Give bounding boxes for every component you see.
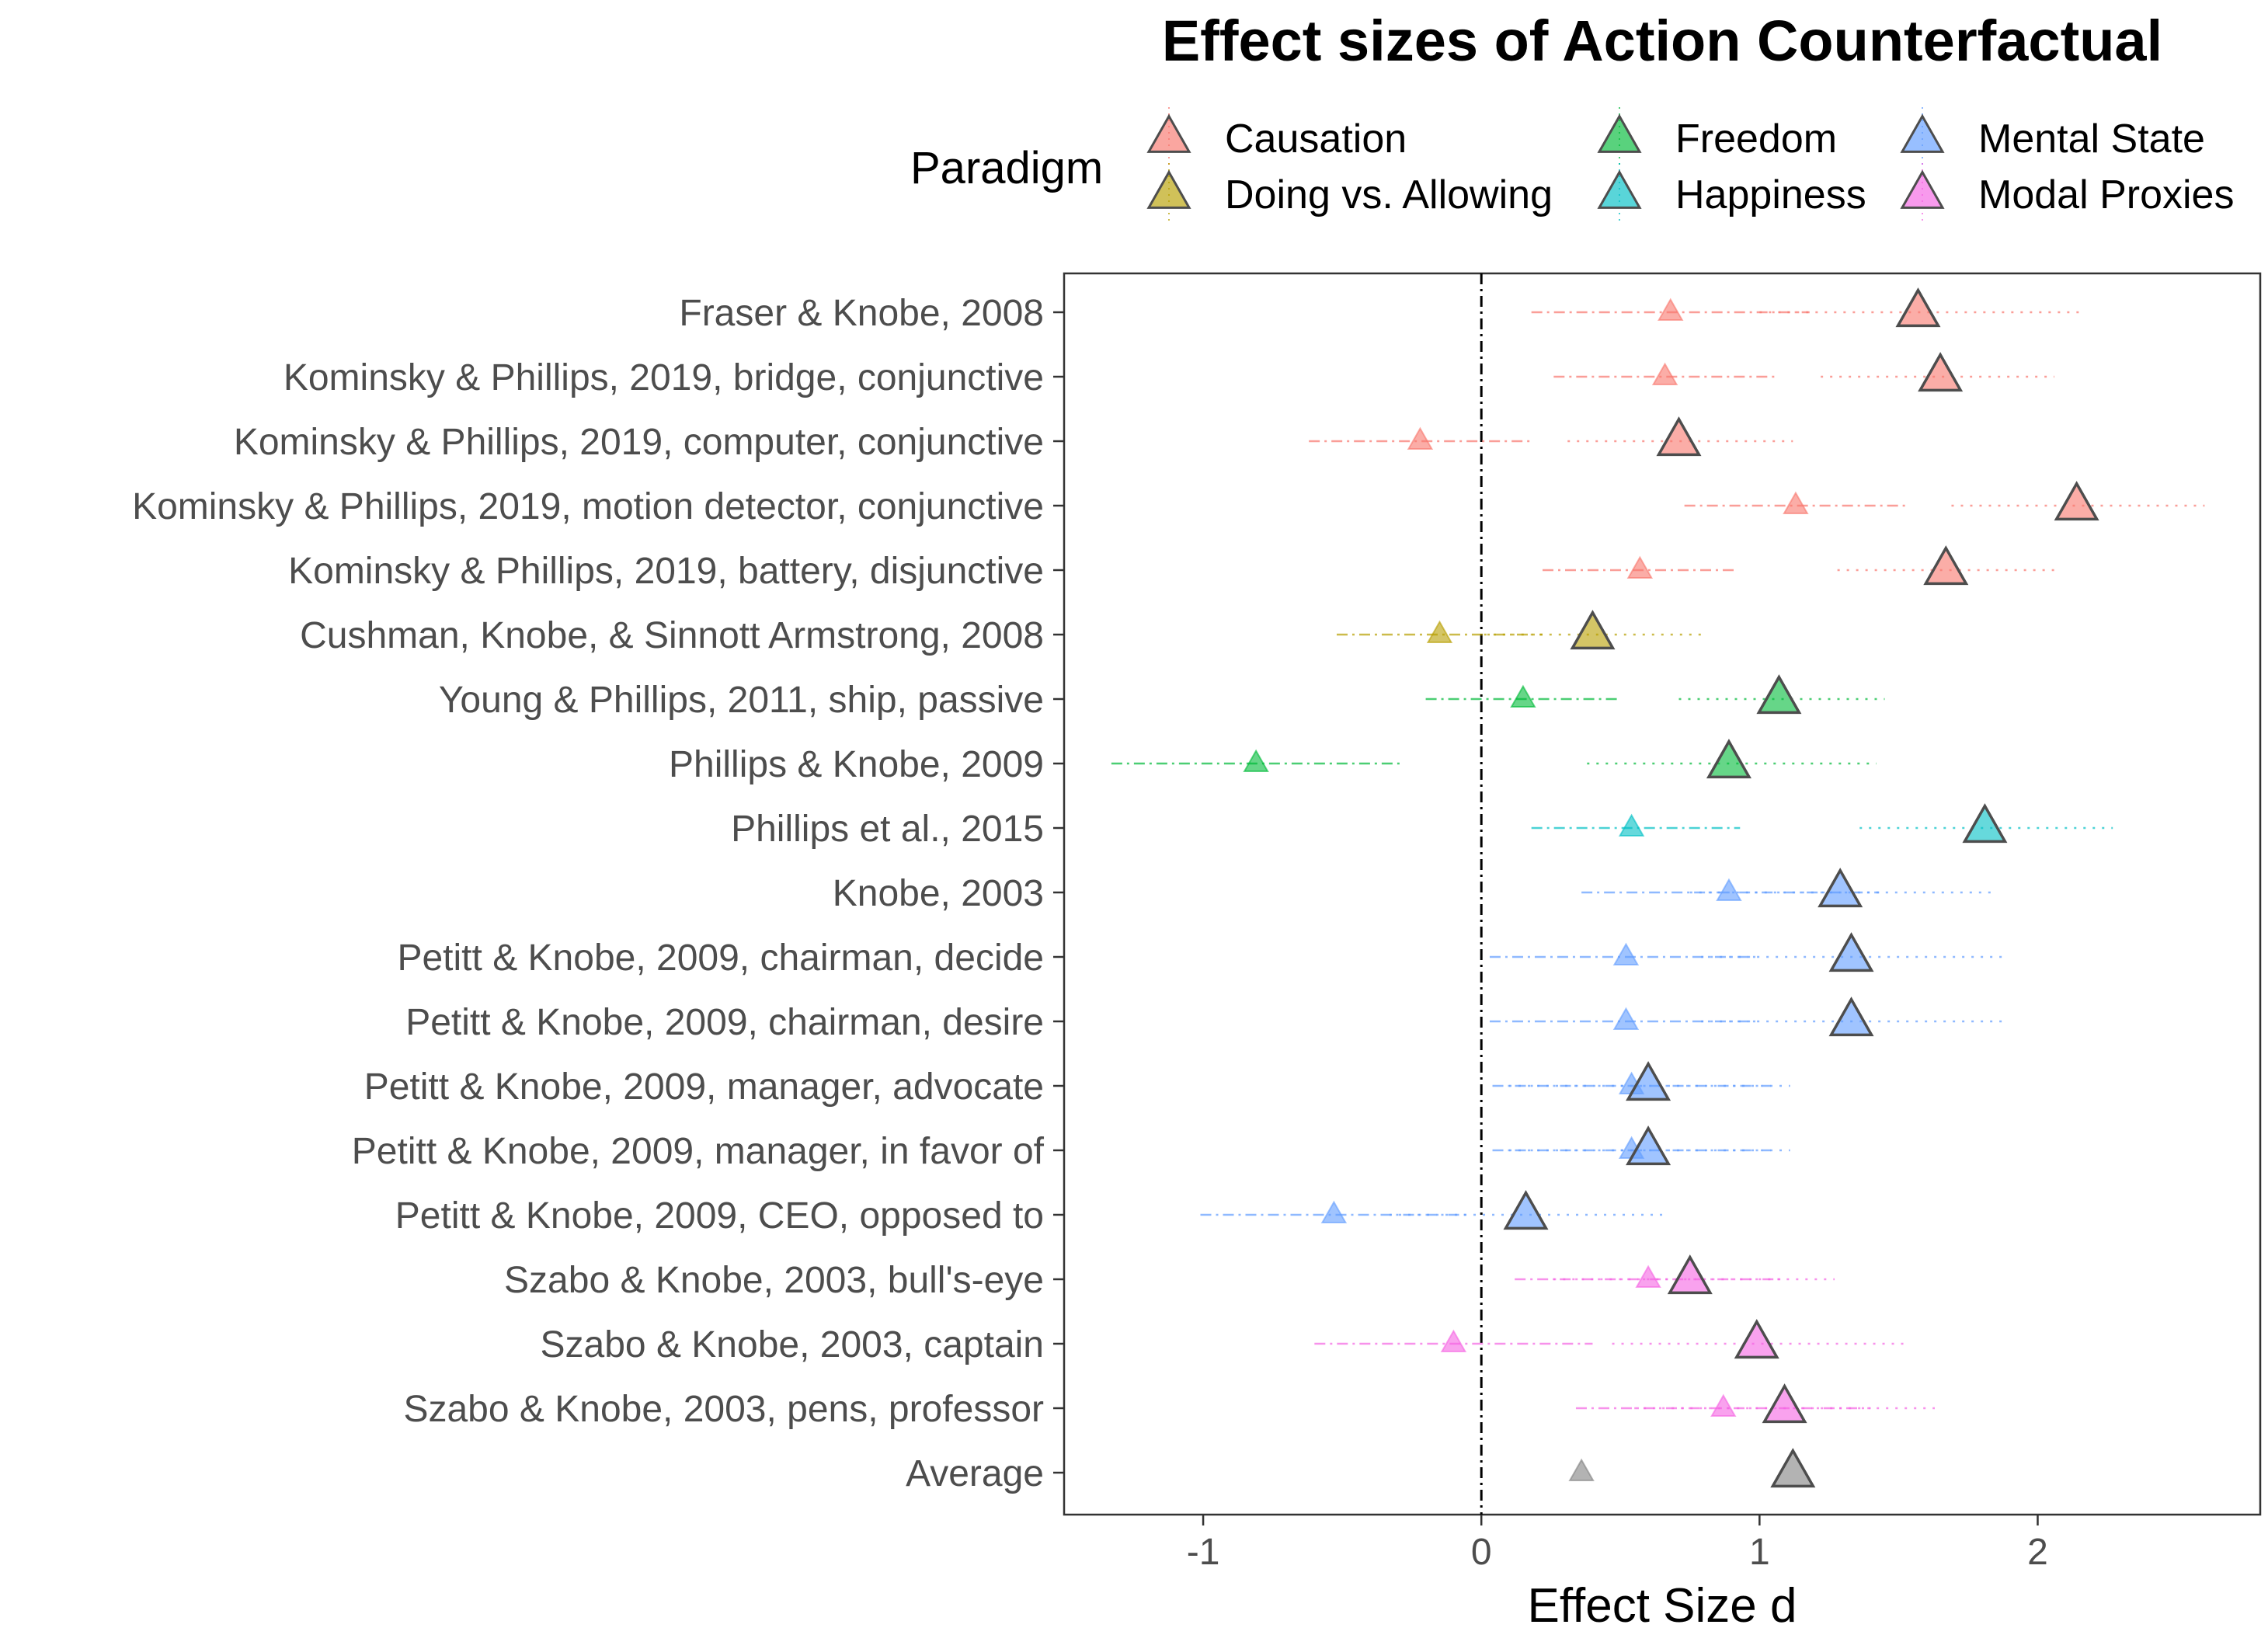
x-tick-label: 1 <box>1749 1532 1770 1573</box>
point-large <box>1895 287 1941 328</box>
y-tick-label: Kominsky & Phillips, 2019, computer, con… <box>234 422 1044 463</box>
y-tick-label: Petitt & Knobe, 2009, chairman, desire <box>405 1002 1044 1043</box>
y-tick-label: Petitt & Knobe, 2009, chairman, decide <box>397 938 1044 979</box>
x-tick-label: 0 <box>1471 1532 1492 1573</box>
point-small <box>1320 1200 1348 1224</box>
y-tick-label: Szabo & Knobe, 2003, bull's-eye <box>504 1260 1044 1301</box>
point-large <box>1923 545 1969 586</box>
point-small <box>1658 297 1684 322</box>
y-tick-label: Kominsky & Phillips, 2019, battery, disj… <box>288 551 1044 592</box>
legend-key-triangle <box>1900 169 1945 209</box>
plot-layer: -1 0 1 2 Fraser & Knobe, 2008 Kominsky & Phil… <box>132 273 2205 1573</box>
legend: Causation Doing vs. Allowing Freedom Happin… <box>1146 107 2234 225</box>
point-large <box>1918 352 1964 392</box>
point-small <box>1783 491 1809 515</box>
point-large <box>1818 868 1863 908</box>
legend-label: Causation <box>1225 117 1407 162</box>
point-large <box>1570 610 1616 650</box>
legend-label: Modal Proxies <box>1978 172 2234 217</box>
legend-key-triangle <box>1146 113 1191 153</box>
point-small <box>1612 1007 1640 1031</box>
chart-title: Effect sizes of Action Counterfactual <box>1162 9 2162 73</box>
point-small <box>1626 555 1654 579</box>
point-large <box>1962 803 2008 844</box>
point-small <box>1568 1458 1595 1482</box>
y-tick-label: Cushman, Knobe, & Sinnott Armstrong, 200… <box>300 615 1044 656</box>
legend-key-triangle <box>1146 169 1191 209</box>
y-tick-label: Petitt & Knobe, 2009, manager, advocate <box>364 1066 1044 1108</box>
point-large <box>1828 997 1874 1037</box>
point-large <box>1734 1319 1779 1359</box>
y-tick-label: Szabo & Knobe, 2003, captain <box>541 1324 1045 1365</box>
y-tick-label: Szabo & Knobe, 2003, pens, professor <box>403 1389 1044 1430</box>
point-large <box>1828 932 1874 972</box>
point-large <box>1667 1254 1713 1295</box>
y-tick-label: Knobe, 2003 <box>833 873 1044 914</box>
legend-label: Happiness <box>1675 172 1866 217</box>
y-tick-label: Phillips & Knobe, 2009 <box>669 744 1044 785</box>
point-large <box>2054 481 2099 521</box>
point-small <box>1510 684 1536 708</box>
legend-label: Mental State <box>1978 117 2205 162</box>
point-large <box>1706 739 1751 779</box>
point-small <box>1243 749 1269 773</box>
point-large <box>1656 416 1702 457</box>
point-small <box>1407 426 1434 450</box>
legend-key-triangle <box>1900 113 1945 153</box>
legend-label: Freedom <box>1675 117 1837 162</box>
y-tick-label: Petitt & Knobe, 2009, manager, in favor … <box>352 1131 1045 1172</box>
legend-label: Doing vs. Allowing <box>1225 172 1553 217</box>
point-large <box>1756 674 1802 715</box>
point-large <box>1626 1061 1671 1101</box>
x-tick-label: 2 <box>2027 1532 2048 1573</box>
plot-panel <box>1063 272 2262 1516</box>
y-tick-label: Young & Phillips, 2011, ship, passive <box>439 680 1044 721</box>
legend-title: Paradigm <box>910 143 1103 193</box>
y-tick-label: Phillips et al., 2015 <box>731 809 1044 850</box>
point-small <box>1440 1329 1467 1353</box>
point-large <box>1762 1383 1807 1424</box>
y-tick-label: Fraser & Knobe, 2008 <box>679 293 1044 334</box>
point-small <box>1710 1393 1737 1418</box>
y-tick-label: Kominsky & Phillips, 2019, bridge, conju… <box>284 357 1044 398</box>
point-small <box>1635 1265 1661 1289</box>
x-axis-label: Effect Size d <box>1528 1579 1797 1631</box>
point-small <box>1426 620 1453 644</box>
legend-key-triangle <box>1597 169 1642 209</box>
legend-key-triangle <box>1597 113 1642 153</box>
y-tick-label: Petitt & Knobe, 2009, CEO, opposed to <box>395 1195 1044 1237</box>
point-small <box>1618 813 1645 837</box>
point-small <box>1651 362 1678 386</box>
y-tick-label: Kominsky & Phillips, 2019, motion detect… <box>132 486 1044 527</box>
point-large <box>1503 1190 1549 1230</box>
point-small <box>1612 942 1640 966</box>
point-small <box>1716 878 1742 902</box>
point-large <box>1626 1125 1671 1166</box>
x-tick-label: -1 <box>1187 1532 1220 1573</box>
y-tick-label: Average <box>906 1453 1044 1494</box>
point-large <box>1770 1448 1816 1488</box>
